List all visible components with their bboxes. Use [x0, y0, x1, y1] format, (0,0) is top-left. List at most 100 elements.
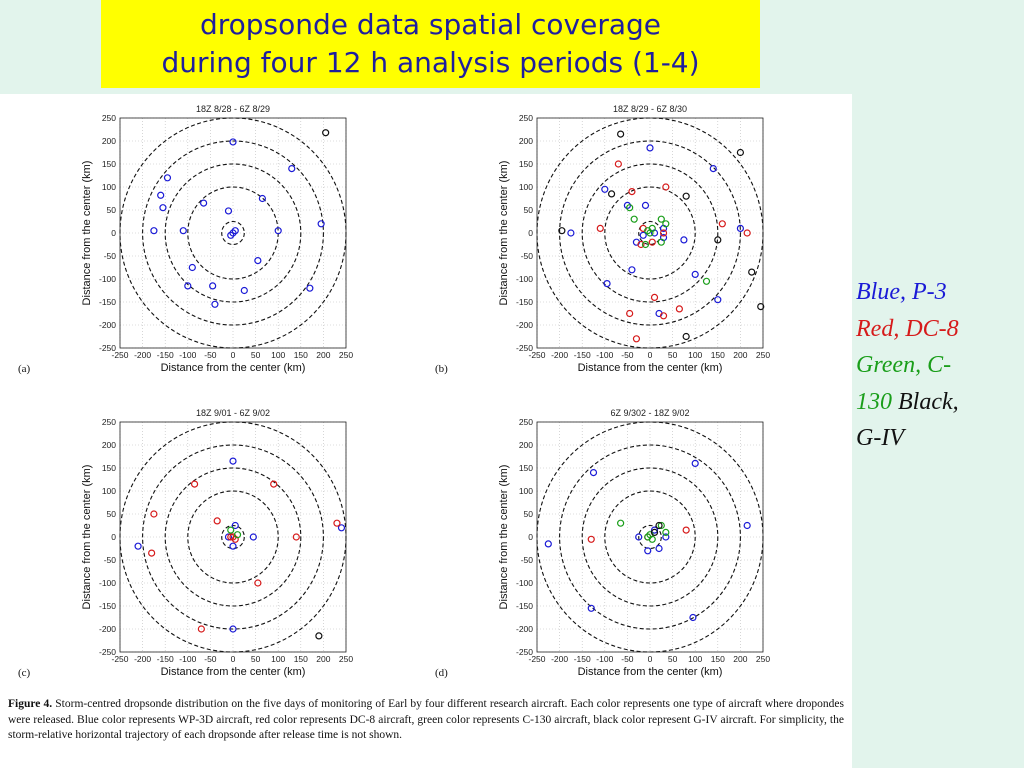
dropsonde-point-blue	[231, 521, 239, 530]
dropsonde-point-black	[650, 528, 659, 536]
dropsonde-point-blue	[229, 457, 237, 465]
y-tick-label: 50	[107, 205, 117, 215]
dropsonde-point-black	[607, 190, 616, 198]
dropsonde-point-green	[641, 240, 650, 249]
figure-caption: Figure 4. Storm-centred dropsonde distri…	[8, 697, 844, 744]
dropsonde-point-black	[315, 632, 323, 640]
dropsonde-point-red	[213, 517, 221, 525]
y-tick-label: 150	[102, 159, 116, 169]
y-tick-label: 50	[524, 509, 534, 519]
panel-label: (a)	[18, 363, 31, 375]
axes-box	[119, 117, 347, 349]
x-tick-label: 100	[688, 350, 702, 360]
dropsonde-point-blue	[644, 547, 652, 555]
chart-panel-1: -250 -200 -150 -100 -50 0 50 100 150 200 250 250 200…	[18, 104, 353, 375]
dropsonde-point-red	[650, 293, 659, 301]
dropsonde-point-blue	[639, 231, 647, 239]
dropsonde-point-blue	[691, 459, 699, 467]
legend-green-black-line: 130 Black,	[856, 384, 1022, 421]
dropsonde-point-red	[254, 579, 262, 587]
x-tick-label: -200	[134, 654, 151, 664]
dropsonde-point-green	[626, 204, 634, 212]
dropsonde-point-blue	[227, 231, 235, 239]
range-ring	[164, 467, 302, 607]
dropsonde-point-green	[657, 215, 665, 223]
figure-svg: -250 -200 -150 -100 -50 0 50 100 150 200 250 250 200…	[18, 104, 770, 679]
y-tick-label: 0	[111, 532, 116, 542]
x-tick-label: 100	[271, 654, 285, 664]
x-tick-label: 200	[316, 350, 330, 360]
y-tick-label: -200	[516, 320, 533, 330]
chart-panel-3: -250 -200 -150 -100 -50 0 50 100 150 200 250 250 200…	[18, 408, 353, 679]
x-tick-label: 0	[648, 350, 653, 360]
dropsonde-point-red	[227, 533, 235, 541]
y-tick-label: -150	[516, 601, 533, 611]
dropsonde-point-blue	[662, 533, 670, 541]
panel-label: (d)	[435, 667, 448, 679]
x-tick-label: 0	[648, 654, 653, 664]
y-tick-label: -100	[99, 274, 116, 284]
x-tick-label: -200	[551, 654, 568, 664]
y-tick-label: -200	[99, 320, 116, 330]
y-tick-label: 250	[519, 113, 533, 123]
dropsonde-point-blue	[229, 138, 237, 146]
dropsonde-point-blue	[587, 604, 595, 612]
dropsonde-point-red	[648, 238, 656, 246]
x-tick-label: -150	[157, 350, 174, 360]
dropsonde-point-black	[655, 521, 663, 530]
panel-label: (c)	[18, 667, 31, 679]
dropsonde-point-blue	[224, 533, 233, 541]
x-tick-label: -250	[528, 654, 545, 664]
dropsonde-point-red	[682, 526, 690, 534]
dropsonde-point-blue	[134, 542, 142, 550]
dropsonde-point-blue	[743, 521, 751, 530]
range-ring	[187, 186, 279, 280]
x-tick-label: 200	[733, 350, 747, 360]
x-tick-label: 250	[339, 350, 353, 360]
dropsonde-point-blue	[646, 144, 654, 152]
dropsonde-point-blue	[179, 227, 187, 235]
dropsonde-point-blue	[254, 257, 262, 265]
dropsonde-point-blue	[157, 191, 165, 199]
x-tick-label: -200	[134, 350, 151, 360]
dropsonde-point-blue	[650, 526, 659, 534]
y-axis-label: Distance from the center (km)	[81, 465, 93, 610]
dropsonde-point-blue	[240, 286, 248, 295]
dropsonde-point-blue	[680, 236, 688, 244]
y-tick-label: 100	[102, 486, 116, 496]
range-ring	[604, 186, 696, 280]
dropsonde-point-blue	[623, 201, 632, 210]
panel-title: 18Z 8/28 - 6Z 8/29	[196, 104, 270, 114]
x-tick-label: -250	[528, 350, 545, 360]
x-tick-label: 250	[756, 654, 770, 664]
x-tick-label: 50	[668, 654, 678, 664]
range-ring	[221, 220, 245, 246]
range-ring	[559, 444, 741, 630]
x-axis-label: Distance from the center (km)	[578, 666, 723, 678]
dropsonde-point-blue	[258, 194, 266, 203]
dropsonde-point-red	[659, 312, 668, 320]
dropsonde-point-black	[322, 129, 330, 137]
dropsonde-point-green	[648, 535, 656, 543]
dropsonde-point-black	[617, 130, 625, 138]
dropsonde-point-red	[626, 309, 634, 318]
dropsonde-point-blue	[229, 229, 237, 237]
x-tick-label: -50	[204, 350, 217, 360]
y-tick-label: 0	[528, 228, 533, 238]
x-axis-label: Distance from the center (km)	[161, 666, 306, 678]
dropsonde-point-green	[648, 224, 656, 232]
y-tick-label: -50	[104, 555, 117, 565]
range-ring	[142, 444, 324, 630]
x-tick-label: 250	[339, 654, 353, 664]
range-ring	[604, 490, 696, 584]
dropsonde-point-blue	[150, 227, 158, 235]
range-ring	[581, 467, 719, 607]
y-tick-label: -100	[99, 578, 116, 588]
dropsonde-point-black	[682, 332, 690, 341]
dropsonde-point-blue	[317, 220, 325, 228]
x-tick-label: -100	[179, 350, 196, 360]
panel-title: 18Z 8/29 - 6Z 8/30	[613, 104, 687, 114]
slide-title-line2: during four 12 h analysis periods (1-4)	[161, 46, 700, 79]
panel-title: 18Z 9/01 - 6Z 9/02	[196, 408, 270, 418]
x-tick-label: 50	[668, 350, 678, 360]
